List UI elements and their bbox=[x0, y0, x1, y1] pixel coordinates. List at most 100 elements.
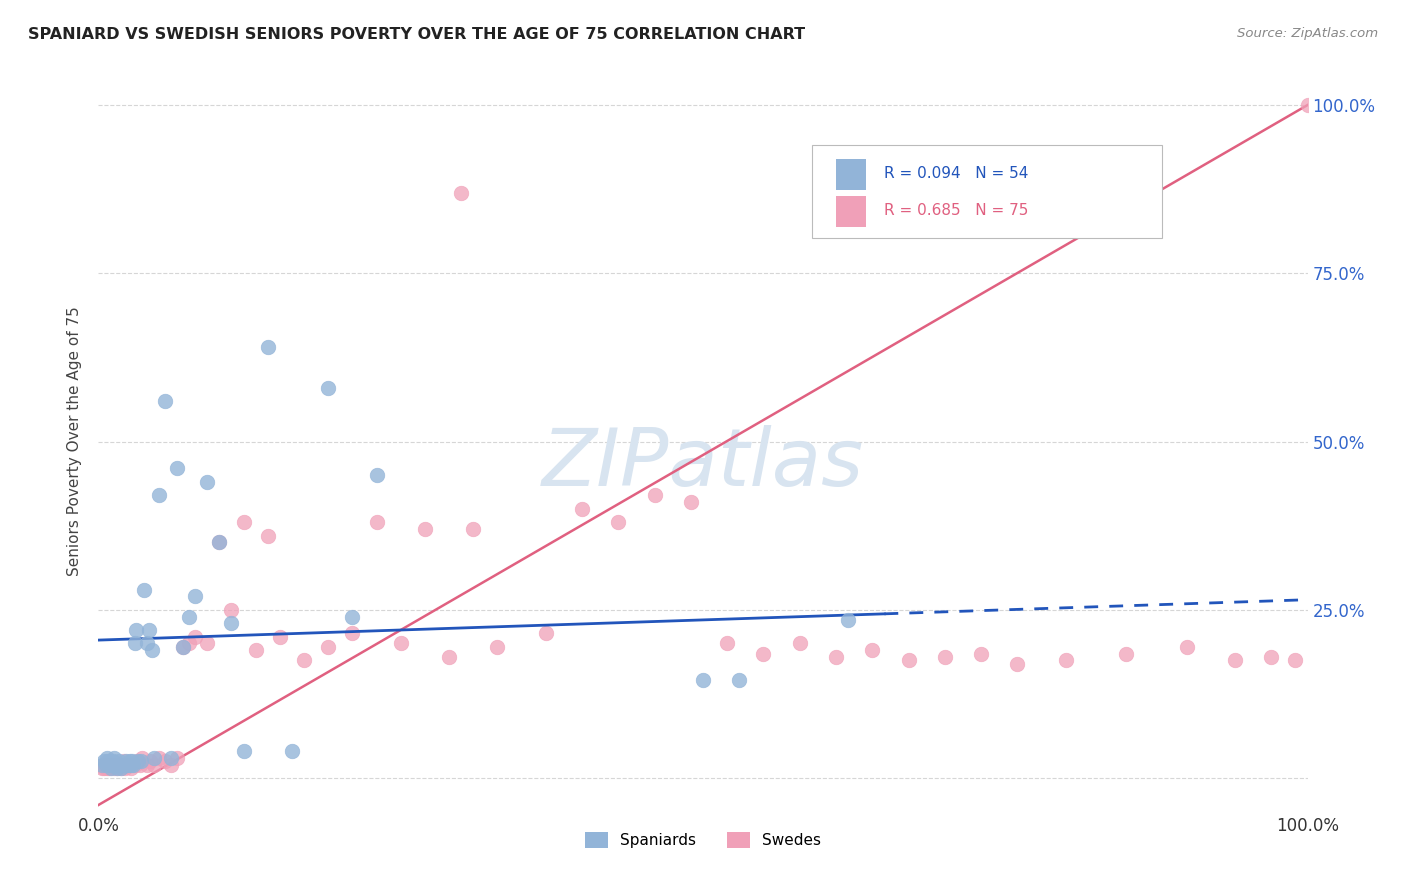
Point bbox=[153, 754, 176, 768]
Point bbox=[1007, 657, 1029, 671]
Point bbox=[128, 757, 150, 772]
Point bbox=[692, 673, 714, 688]
Point bbox=[143, 757, 166, 772]
Y-axis label: Seniors Poverty Over the Age of 75: Seniors Poverty Over the Age of 75 bbox=[67, 307, 83, 576]
Point bbox=[94, 757, 117, 772]
Point bbox=[100, 757, 122, 772]
Point bbox=[139, 754, 162, 768]
Point bbox=[316, 381, 339, 395]
Point bbox=[107, 757, 129, 772]
Point bbox=[184, 630, 207, 644]
Point bbox=[91, 757, 114, 772]
Point bbox=[1260, 649, 1282, 664]
Point bbox=[108, 757, 131, 772]
Point bbox=[127, 754, 149, 768]
Point bbox=[342, 626, 364, 640]
Point bbox=[115, 757, 138, 772]
Point bbox=[837, 613, 859, 627]
Point bbox=[1284, 653, 1306, 667]
Point bbox=[124, 757, 146, 772]
Point bbox=[121, 754, 143, 768]
Point bbox=[118, 754, 141, 768]
Point bbox=[93, 761, 115, 775]
Point bbox=[93, 754, 115, 768]
Point bbox=[112, 757, 135, 772]
Point bbox=[104, 757, 127, 772]
Point bbox=[437, 649, 460, 664]
Point bbox=[101, 757, 124, 772]
Point bbox=[534, 626, 557, 640]
Point bbox=[129, 754, 152, 768]
Point bbox=[1223, 653, 1246, 667]
Point bbox=[172, 640, 194, 654]
Point bbox=[389, 636, 412, 650]
Point bbox=[122, 757, 145, 772]
Point bbox=[100, 761, 122, 775]
Point bbox=[111, 757, 134, 772]
Point bbox=[221, 616, 243, 631]
Point bbox=[105, 761, 128, 775]
Point bbox=[110, 761, 132, 775]
Point bbox=[118, 757, 141, 772]
Point bbox=[143, 751, 166, 765]
Point bbox=[98, 761, 121, 775]
Point bbox=[124, 636, 146, 650]
Point bbox=[281, 744, 304, 758]
Point bbox=[789, 636, 811, 650]
Point bbox=[1054, 653, 1077, 667]
Point bbox=[366, 468, 388, 483]
Point bbox=[172, 640, 194, 654]
Point bbox=[104, 757, 127, 772]
Text: SPANIARD VS SWEDISH SENIORS POVERTY OVER THE AGE OF 75 CORRELATION CHART: SPANIARD VS SWEDISH SENIORS POVERTY OVER… bbox=[28, 27, 806, 42]
Point bbox=[571, 501, 593, 516]
Point bbox=[120, 761, 142, 775]
Point bbox=[366, 516, 388, 530]
Point bbox=[153, 394, 176, 409]
Point bbox=[108, 754, 131, 768]
Point bbox=[160, 751, 183, 765]
Point bbox=[103, 761, 125, 775]
Point bbox=[103, 751, 125, 765]
Point bbox=[342, 609, 364, 624]
Point bbox=[97, 754, 120, 768]
Point bbox=[413, 522, 436, 536]
Point bbox=[131, 751, 153, 765]
Point bbox=[108, 757, 131, 772]
Point bbox=[463, 522, 485, 536]
Point bbox=[148, 751, 170, 765]
Point bbox=[135, 757, 157, 772]
Point bbox=[679, 495, 702, 509]
Point bbox=[101, 754, 124, 768]
Point bbox=[91, 757, 114, 772]
Point bbox=[860, 643, 883, 657]
Point bbox=[94, 757, 117, 772]
Point bbox=[195, 475, 218, 489]
Text: Source: ZipAtlas.com: Source: ZipAtlas.com bbox=[1237, 27, 1378, 40]
Point bbox=[825, 649, 848, 664]
Point bbox=[160, 757, 183, 772]
Point bbox=[96, 751, 118, 765]
Point bbox=[120, 757, 142, 772]
Point bbox=[107, 757, 129, 772]
Text: ZIPatlas: ZIPatlas bbox=[541, 425, 865, 503]
Point bbox=[91, 761, 114, 775]
FancyBboxPatch shape bbox=[811, 145, 1163, 238]
Point bbox=[98, 757, 121, 772]
Point bbox=[166, 461, 188, 475]
Point bbox=[195, 636, 218, 650]
Point bbox=[141, 643, 163, 657]
Point bbox=[450, 186, 472, 200]
Point bbox=[232, 516, 254, 530]
Point bbox=[245, 643, 267, 657]
Point bbox=[716, 636, 738, 650]
Point bbox=[166, 751, 188, 765]
Point bbox=[117, 757, 139, 772]
Point bbox=[208, 535, 231, 549]
Point bbox=[125, 623, 148, 637]
Point bbox=[112, 754, 135, 768]
Point bbox=[752, 647, 775, 661]
Legend: Spaniards, Swedes: Spaniards, Swedes bbox=[578, 824, 828, 856]
Point bbox=[934, 649, 956, 664]
Point bbox=[1115, 647, 1137, 661]
Point bbox=[256, 340, 278, 354]
